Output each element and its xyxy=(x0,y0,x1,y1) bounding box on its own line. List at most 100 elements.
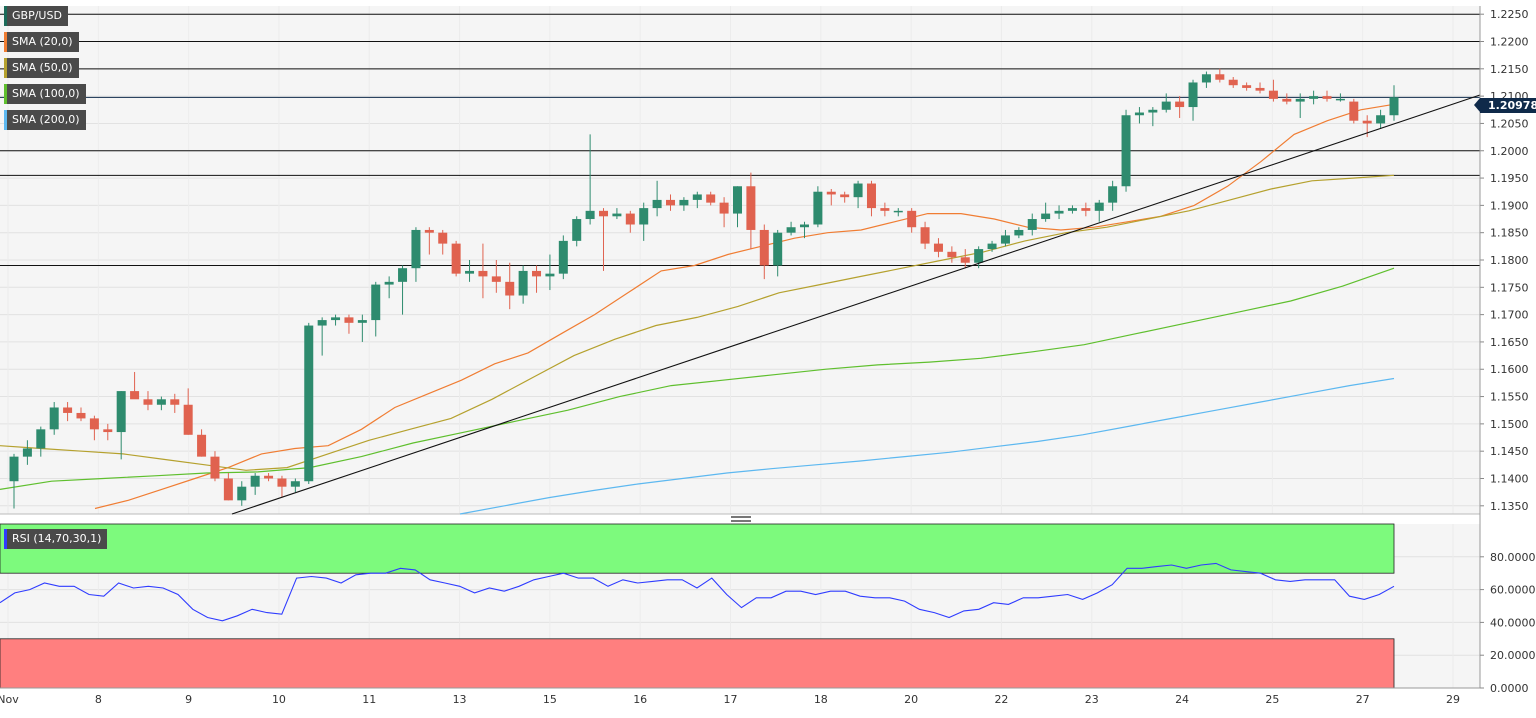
legend-swatch xyxy=(4,6,7,26)
bullish-candle xyxy=(679,197,689,211)
candle-body xyxy=(1134,112,1144,116)
candle-body xyxy=(183,404,193,435)
candle-body xyxy=(558,240,568,274)
bullish-candle xyxy=(384,276,394,299)
time-tick-label: Nov xyxy=(0,693,19,706)
candle-body xyxy=(1215,74,1225,80)
price-tick-label: 1.1350 xyxy=(1490,500,1529,513)
bearish-candle xyxy=(599,208,609,271)
bullish-candle xyxy=(22,440,32,465)
bullish-candle xyxy=(893,208,903,217)
price-tick-label: 1.1450 xyxy=(1490,445,1529,458)
bearish-candle xyxy=(866,180,876,217)
candle-body xyxy=(1362,120,1372,124)
candle-body xyxy=(585,210,595,220)
rsi-overbought-zone xyxy=(0,523,1395,574)
candle-body xyxy=(424,229,434,233)
bullish-candle xyxy=(1188,79,1198,121)
bearish-candle xyxy=(1215,68,1225,83)
bearish-candle xyxy=(920,221,930,250)
bullish-candle xyxy=(1094,199,1104,222)
bullish-candle xyxy=(250,473,260,495)
legend-item-sma20[interactable]: SMA (20,0) xyxy=(4,32,79,52)
bullish-candle xyxy=(853,180,863,209)
legend-item-symbol[interactable]: GBP/USD xyxy=(4,6,68,26)
candle-body xyxy=(746,186,756,230)
candle-body xyxy=(237,486,247,501)
candle-body xyxy=(197,434,207,457)
bearish-candle xyxy=(625,210,635,233)
candle-body xyxy=(1376,115,1386,124)
bearish-candle xyxy=(960,249,970,269)
bullish-candle xyxy=(317,317,327,356)
candle-body xyxy=(933,243,943,252)
candle-body xyxy=(1027,219,1037,230)
bullish-candle xyxy=(398,265,408,315)
candle-body xyxy=(1389,97,1399,116)
candle-body xyxy=(987,243,997,250)
time-tick-label: 17 xyxy=(724,693,738,706)
bullish-candle xyxy=(49,402,59,435)
candle-body xyxy=(357,320,367,323)
time-tick-label: 13 xyxy=(453,693,467,706)
bullish-candle xyxy=(1335,93,1345,102)
candle-body xyxy=(1067,208,1077,211)
bearish-candle xyxy=(1228,77,1238,88)
bearish-candle xyxy=(1242,82,1252,91)
bullish-candle xyxy=(465,260,475,282)
legend-swatch xyxy=(4,110,7,130)
candle-body xyxy=(76,412,86,419)
bullish-candle xyxy=(518,265,528,304)
bearish-candle xyxy=(451,240,461,277)
candle-body xyxy=(759,229,769,266)
legend-item-rsi[interactable]: RSI (14,70,30,1) xyxy=(4,529,108,549)
candle-body xyxy=(732,186,742,214)
candle-body xyxy=(1295,98,1305,102)
panel-divider-handle[interactable] xyxy=(731,516,751,522)
legend-item-sma200[interactable]: SMA (200,0) xyxy=(4,110,86,130)
candle-body xyxy=(277,478,287,487)
bearish-candle xyxy=(89,415,99,441)
candle-body xyxy=(947,251,957,258)
price-tick-label: 1.1700 xyxy=(1490,309,1529,322)
candle-body xyxy=(304,325,314,482)
bullish-candle xyxy=(799,221,809,239)
candle-body xyxy=(773,232,783,266)
candle-body xyxy=(63,407,73,413)
candle-body xyxy=(666,199,676,206)
legend-item-sma100[interactable]: SMA (100,0) xyxy=(4,84,86,104)
bearish-candle xyxy=(666,194,676,211)
bullish-candle xyxy=(156,396,166,411)
price-tick-label: 1.1600 xyxy=(1490,363,1529,376)
bearish-candle xyxy=(706,191,716,206)
bullish-candle xyxy=(371,281,381,337)
current-price-value: 1.20978 xyxy=(1488,99,1536,112)
candle-body xyxy=(411,229,421,269)
candle-body xyxy=(1228,79,1238,86)
legend-item-sma50[interactable]: SMA (50,0) xyxy=(4,58,79,78)
candle-body xyxy=(465,270,475,274)
bearish-candle xyxy=(424,227,434,255)
bearish-candle xyxy=(223,473,233,501)
bullish-candle xyxy=(411,227,421,282)
price-tick-label: 1.1400 xyxy=(1490,472,1529,485)
bearish-candle xyxy=(438,229,448,255)
candle-body xyxy=(880,208,890,211)
bullish-candle xyxy=(1295,93,1305,118)
bearish-candle xyxy=(143,391,153,411)
rsi-tick-label: 60.0000 xyxy=(1490,584,1536,597)
rsi-axis: 80.0000 60.0000 40.0000 20.0000 0.0000 xyxy=(1480,551,1536,695)
bearish-candle xyxy=(344,314,354,334)
time-axis: Nov 8 9 10 11 13 15 16 17 18 20 22 23 24 25 27 29 xyxy=(0,687,1480,706)
bullish-candle xyxy=(652,180,662,217)
time-tick-label: 27 xyxy=(1356,693,1370,706)
bearish-candle xyxy=(1322,90,1332,102)
rsi-tick-label: 40.0000 xyxy=(1490,616,1536,629)
bullish-candle xyxy=(116,391,126,460)
candle-body xyxy=(223,478,233,501)
price-tick-label: 1.2150 xyxy=(1490,63,1529,76)
bullish-candle xyxy=(786,221,796,236)
candle-body xyxy=(518,270,528,296)
candle-body xyxy=(652,199,662,209)
